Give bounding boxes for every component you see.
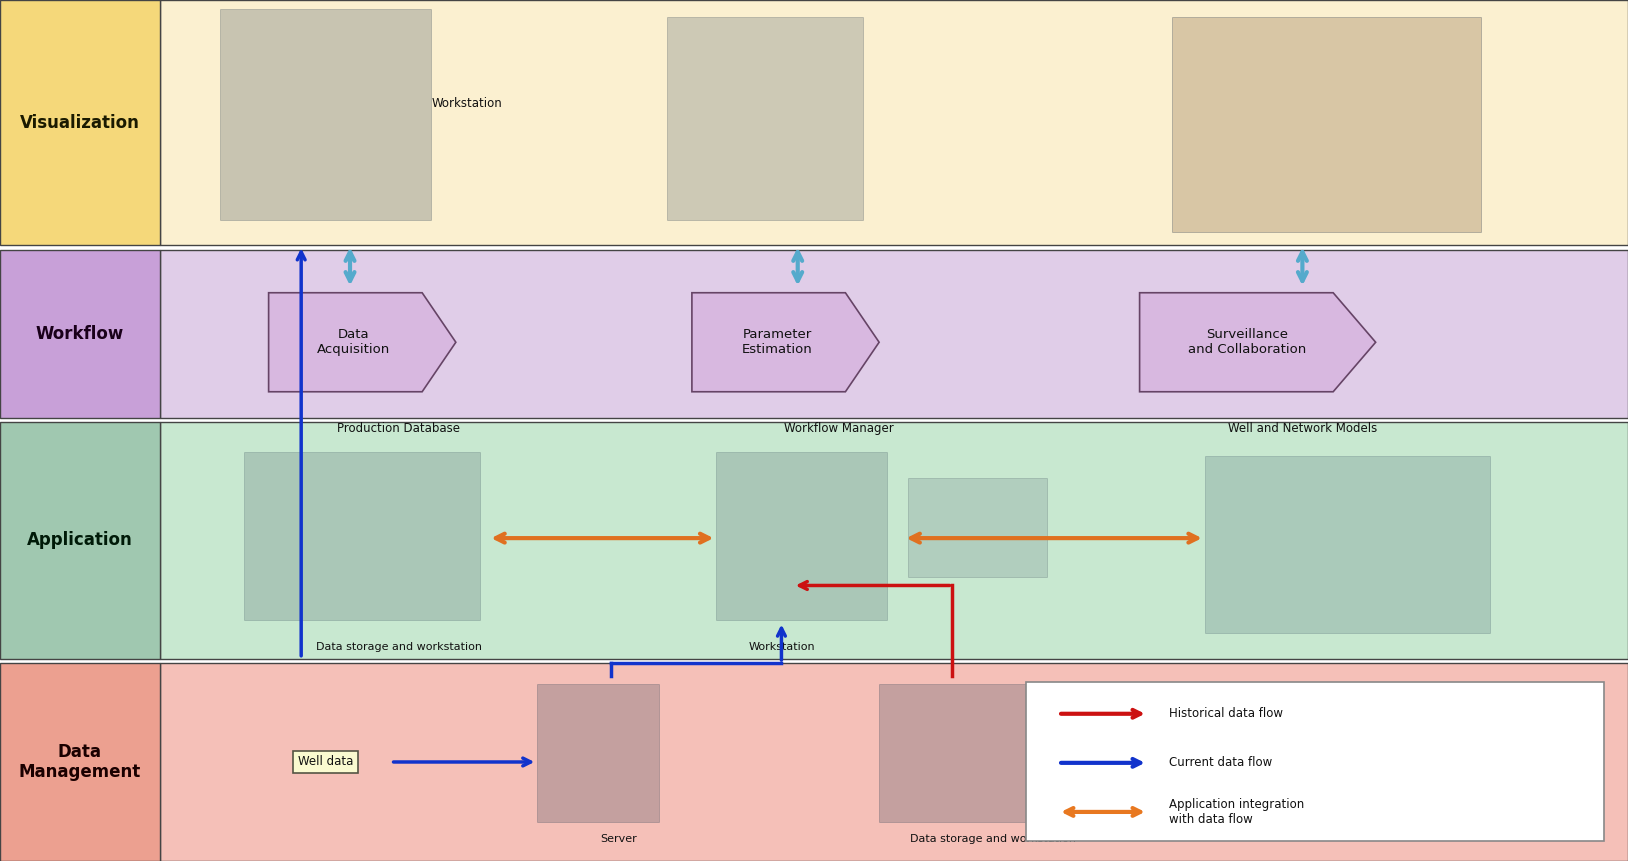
FancyBboxPatch shape bbox=[879, 684, 1107, 822]
FancyBboxPatch shape bbox=[220, 9, 431, 220]
Polygon shape bbox=[692, 293, 879, 392]
Text: Well and Network Models: Well and Network Models bbox=[1228, 422, 1377, 435]
FancyBboxPatch shape bbox=[160, 250, 1628, 418]
FancyBboxPatch shape bbox=[537, 684, 659, 822]
Text: Visualization: Visualization bbox=[20, 114, 140, 132]
FancyBboxPatch shape bbox=[160, 422, 1628, 659]
Text: Server: Server bbox=[601, 833, 637, 844]
Text: Workstation: Workstation bbox=[749, 641, 814, 652]
FancyBboxPatch shape bbox=[716, 452, 887, 620]
Text: Data
Acquisition: Data Acquisition bbox=[317, 328, 391, 356]
FancyBboxPatch shape bbox=[1172, 17, 1481, 232]
FancyBboxPatch shape bbox=[0, 0, 160, 245]
Text: Workflow Manager: Workflow Manager bbox=[783, 422, 894, 435]
FancyBboxPatch shape bbox=[0, 250, 160, 418]
FancyBboxPatch shape bbox=[1205, 456, 1490, 633]
Text: Data storage and workstation: Data storage and workstation bbox=[910, 833, 1076, 844]
Text: Workflow: Workflow bbox=[36, 325, 124, 343]
Text: Data storage and workstation: Data storage and workstation bbox=[316, 641, 482, 652]
Polygon shape bbox=[269, 293, 456, 392]
Text: Workstation: Workstation bbox=[431, 96, 501, 110]
FancyBboxPatch shape bbox=[244, 452, 480, 620]
Text: Current data flow: Current data flow bbox=[1169, 756, 1271, 770]
Text: Parameter
Estimation: Parameter Estimation bbox=[742, 328, 812, 356]
FancyBboxPatch shape bbox=[160, 663, 1628, 861]
FancyBboxPatch shape bbox=[160, 0, 1628, 245]
FancyBboxPatch shape bbox=[0, 422, 160, 659]
FancyBboxPatch shape bbox=[1026, 682, 1604, 841]
FancyBboxPatch shape bbox=[908, 478, 1047, 577]
FancyBboxPatch shape bbox=[667, 17, 863, 220]
Polygon shape bbox=[1140, 293, 1376, 392]
Text: Surveillance
and Collaboration: Surveillance and Collaboration bbox=[1188, 328, 1306, 356]
Text: Historical data flow: Historical data flow bbox=[1169, 707, 1283, 721]
Text: Application: Application bbox=[28, 531, 132, 549]
Text: Production Database: Production Database bbox=[337, 422, 461, 435]
Text: Application integration
with data flow: Application integration with data flow bbox=[1169, 798, 1304, 826]
FancyBboxPatch shape bbox=[0, 663, 160, 861]
Text: Data
Management: Data Management bbox=[18, 742, 142, 782]
Text: Well data: Well data bbox=[298, 755, 353, 769]
